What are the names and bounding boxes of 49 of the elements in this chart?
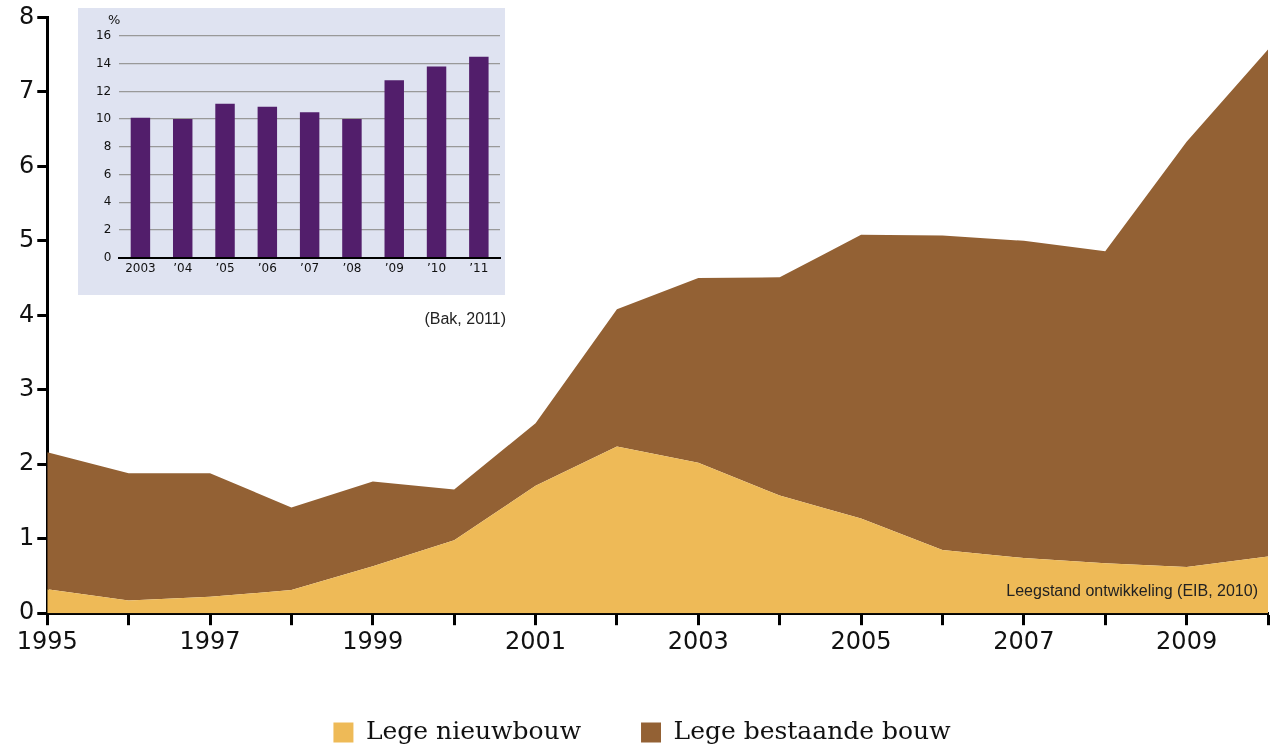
x-tick-label: ’11 xyxy=(469,260,489,275)
y-axis-title: % xyxy=(108,12,121,27)
x-tick-label: ’09 xyxy=(384,260,404,275)
y-tick-label: 8 xyxy=(103,138,112,153)
y-tick-label: 16 xyxy=(95,28,112,43)
x-tick-label: ’05 xyxy=(215,260,235,275)
x-tick-label: 2001 xyxy=(505,626,567,655)
x-tick-label: 2005 xyxy=(830,626,892,655)
bar xyxy=(426,66,447,257)
y-tick-label: 3 xyxy=(18,374,35,403)
y-tick-label: 6 xyxy=(103,166,112,181)
annotation: Leegstand ontwikkeling (EIB, 2010) xyxy=(1006,581,1258,599)
x-tick-label: 1997 xyxy=(179,626,241,655)
x-tick-label: ’04 xyxy=(173,260,193,275)
y-tick-label: 0 xyxy=(18,597,35,626)
y-tick-label: 4 xyxy=(103,194,112,209)
bar xyxy=(257,106,278,257)
y-tick-label: 2 xyxy=(18,448,35,477)
y-tick-label: 0 xyxy=(103,249,112,264)
legend-label: Lege bestaande bouw xyxy=(673,716,952,745)
y-tick-label: 7 xyxy=(18,76,35,105)
bar xyxy=(469,56,489,257)
y-tick-label: 14 xyxy=(95,55,112,70)
bar xyxy=(130,117,151,257)
x-tick-label: 1995 xyxy=(16,626,78,655)
bar xyxy=(173,119,193,257)
x-tick-label: 2003 xyxy=(667,626,729,655)
bar xyxy=(342,119,362,257)
x-tick-label: 2003 xyxy=(125,260,156,275)
x-tick-label: ’10 xyxy=(427,260,447,275)
x-tick-label: ’06 xyxy=(257,260,277,275)
y-tick-label: 4 xyxy=(18,299,35,328)
y-tick-label: 12 xyxy=(95,83,112,98)
y-tick-label: 10 xyxy=(95,111,112,126)
y-tick-label: 2 xyxy=(103,222,112,237)
x-tick-label: ’07 xyxy=(300,260,320,275)
bar xyxy=(215,103,235,257)
x-tick-label: 1999 xyxy=(342,626,404,655)
x-tick-label: 2009 xyxy=(1156,626,1218,655)
legend-label: Lege nieuwbouw xyxy=(365,716,582,745)
x-tick-label: 2007 xyxy=(993,626,1055,655)
annotation: (Bak, 2011) xyxy=(424,310,506,327)
y-tick-label: 1 xyxy=(18,522,35,551)
bar xyxy=(299,112,320,257)
bar xyxy=(384,80,404,257)
x-tick-label: ’08 xyxy=(342,260,362,275)
y-tick-label: 6 xyxy=(18,150,35,179)
y-tick-label: 5 xyxy=(18,225,35,254)
y-tick-label: 8 xyxy=(18,1,35,30)
